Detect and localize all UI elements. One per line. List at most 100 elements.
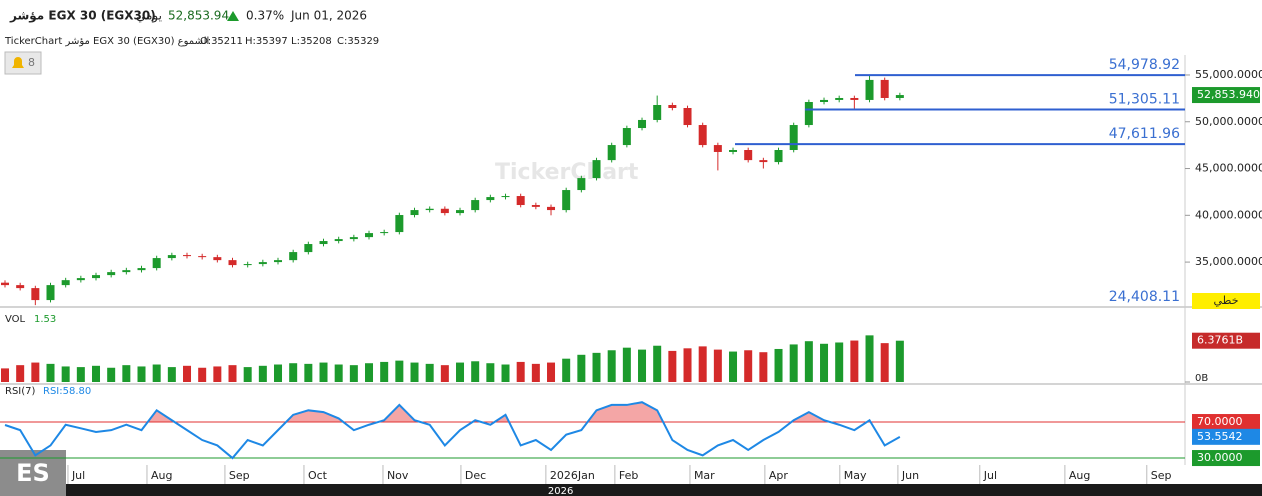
candle-body (410, 210, 419, 216)
x-tick-label: Sep (229, 469, 250, 482)
y-tick-label: 70.0000 (1197, 415, 1243, 428)
candle-body (744, 150, 753, 161)
volume-bar (122, 365, 131, 382)
volume-bar (289, 363, 298, 382)
x-tick-label: May (844, 469, 867, 482)
date: Jun 01, 2026 (290, 9, 367, 23)
x-tick-label: Apr (769, 469, 789, 482)
volume-bar (789, 344, 798, 382)
volume-bar (425, 363, 434, 382)
volume-bar (562, 358, 571, 382)
x-tick-label: Dec (465, 469, 486, 482)
candle-body (76, 278, 85, 281)
x-tick-label: Aug (151, 469, 172, 482)
change: 0.37% (246, 9, 284, 23)
volume-bar (274, 364, 283, 382)
y-tick-label: 45,000.0000 (1195, 162, 1262, 175)
year-band (0, 484, 1262, 496)
candle-body (304, 244, 313, 253)
volume-bar (167, 367, 176, 382)
value-badge-label: 53.5542 (1197, 430, 1243, 443)
volume-bar (713, 349, 722, 382)
x-tick-label: Feb (619, 469, 638, 482)
x-tick-label: Sep (1151, 469, 1172, 482)
volume-bar (258, 365, 267, 382)
candle-body (183, 255, 192, 257)
y-tick-label: 55,000.0000 (1195, 68, 1262, 81)
volume-bar (880, 343, 889, 382)
volume-bar (895, 340, 904, 382)
line-style-button[interactable] (1192, 293, 1260, 309)
candle-body (895, 95, 904, 98)
value-badge-label: 52,853.9400 (1197, 88, 1262, 101)
candle-body (774, 150, 783, 163)
value-badge-label: 6.3761B (1197, 334, 1243, 347)
volume-bar (76, 367, 85, 382)
value-badge (1192, 450, 1260, 467)
candle-body (592, 160, 601, 179)
volume-bar (304, 363, 313, 382)
candle-body (167, 255, 176, 259)
volume-bar (365, 363, 374, 382)
volume-bar (531, 363, 540, 382)
volume-bar (107, 367, 116, 382)
candle-body (789, 125, 798, 151)
level-label: 24,408.11 (1109, 289, 1180, 305)
candle-body (804, 102, 813, 126)
candle-body (729, 150, 738, 152)
candle-body (61, 280, 70, 286)
candle-body (92, 275, 101, 279)
info: O:35211 (200, 36, 243, 47)
candle-body (258, 262, 267, 265)
info: H:35397 (245, 36, 288, 47)
corner-label: ES (16, 459, 50, 487)
candle-body (820, 99, 829, 103)
volume-bar (213, 366, 222, 382)
x-tick-label: Jul (983, 469, 997, 482)
volume-bar (349, 365, 358, 382)
candle-body (759, 160, 768, 163)
x-tick-label: Jun (901, 469, 919, 482)
alerts-count: 8 (28, 56, 35, 69)
x-tick-label: Nov (387, 469, 409, 482)
volume-bar (456, 362, 465, 382)
volume-bar (592, 352, 601, 382)
volume-bar (744, 350, 753, 382)
alerts-button[interactable] (4, 51, 42, 75)
volume-bar (835, 342, 844, 382)
volume-bar (865, 335, 874, 382)
up-arrow (227, 11, 239, 21)
volume-bar (92, 365, 101, 382)
volume-bar (501, 364, 510, 382)
volume-bar (334, 364, 343, 382)
candle-body (213, 257, 222, 261)
candle-body (486, 197, 495, 201)
rsi-line (4, 401, 901, 460)
info: C:35329 (337, 36, 379, 47)
value-badge (1192, 332, 1260, 349)
pane-title: VOL (5, 314, 26, 325)
candle-body (198, 256, 207, 258)
candle-body (289, 252, 298, 261)
candle-body (16, 285, 25, 289)
x-tick-label: Mar (694, 469, 715, 482)
candle-body (531, 205, 540, 207)
candle-body (152, 258, 161, 269)
candle-body (653, 105, 662, 120)
candle-body (137, 268, 146, 271)
volume-bar (471, 361, 480, 382)
candle-body (334, 239, 343, 242)
volume-bar (607, 350, 616, 382)
volume-bar (243, 367, 252, 382)
volume-bar (683, 348, 692, 382)
x-tick-label: Aug (1069, 469, 1090, 482)
symbol: مؤشر EGX 30 (EGX30) (9, 9, 156, 24)
level-label: 54,978.92 (1109, 57, 1180, 73)
volume-bar (759, 352, 768, 382)
candle-body (683, 107, 692, 126)
candle-body (1, 282, 10, 286)
candle-body (516, 196, 525, 206)
volume-bar (440, 365, 449, 382)
volume-bar (774, 348, 783, 382)
